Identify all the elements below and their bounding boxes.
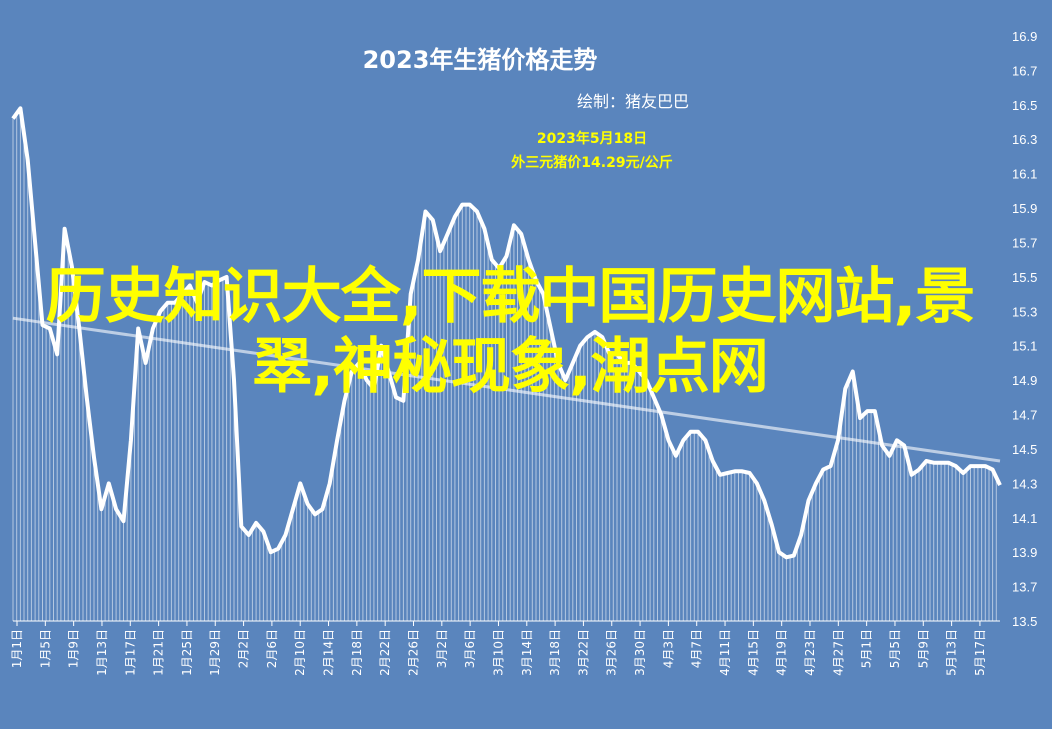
price-series-line	[11, 106, 1002, 560]
x-tick-label: 1月9日	[67, 629, 81, 668]
x-tick-label: 1月17日	[123, 629, 137, 676]
x-tick-label: 3月30日	[633, 629, 647, 676]
x-tick-label: 5月17日	[973, 629, 987, 676]
y-tick-label: 16.9	[1012, 29, 1037, 44]
y-tick-label: 14.1	[1012, 511, 1037, 526]
y-tick-label: 14.9	[1012, 373, 1037, 388]
x-tick-label: 1月1日	[10, 629, 24, 668]
x-tick-label: 2月10日	[293, 629, 307, 676]
x-tick-label: 4月7日	[690, 629, 704, 668]
chart-title: 2023年生猪价格走势	[363, 46, 598, 74]
y-tick-label: 13.7	[1012, 580, 1037, 595]
x-tick-label: 4月27日	[831, 629, 845, 676]
x-tick-label: 2月22日	[378, 629, 392, 676]
watermark-text: 历史知识大全,下载中国历史网站,景翠,神秘现象,潮点网	[45, 262, 976, 402]
x-tick-label: 5月1日	[860, 629, 874, 668]
x-tick-label: 2月18日	[350, 629, 364, 676]
annotation-date: 2023年5月18日	[537, 130, 647, 147]
x-tick-label: 4月11日	[718, 629, 732, 676]
x-axis-ticks: 1月1日 1月5日 1月9日 1月13日 1月17日 1月21日 1月25日 1月29日 2月2…	[10, 621, 987, 676]
x-tick-label: 2月6日	[265, 629, 279, 668]
y-tick-label: 16.7	[1012, 63, 1037, 78]
trend-line	[12, 316, 1001, 463]
x-tick-label: 3月26日	[605, 629, 619, 676]
y-tick-label: 14.5	[1012, 442, 1037, 457]
y-tick-label: 14.7	[1012, 408, 1037, 423]
y-tick-label: 16.1	[1012, 167, 1037, 182]
y-axis-ticks: 13.5 13.7 13.9 14.1 14.3 14.5 14.7 14.9 15.1 15.3…	[1012, 29, 1037, 629]
x-tick-label: 2月26日	[406, 629, 420, 676]
x-tick-label: 4月19日	[775, 629, 789, 676]
x-tick-label: 3月10日	[491, 629, 505, 676]
x-tick-label: 1月13日	[95, 629, 109, 676]
y-tick-label: 16.3	[1012, 132, 1037, 147]
x-tick-label: 1月25日	[180, 629, 194, 676]
x-tick-label: 2月2日	[237, 629, 251, 668]
x-tick-label: 4月15日	[746, 629, 760, 676]
y-tick-label: 15.5	[1012, 270, 1037, 285]
y-tick-label: 15.3	[1012, 304, 1037, 319]
y-tick-label: 13.5	[1012, 614, 1037, 629]
y-tick-label: 15.9	[1012, 201, 1037, 216]
x-tick-label: 3月22日	[576, 629, 590, 676]
x-tick-label: 4月3日	[661, 629, 675, 668]
x-tick-label: 3月14日	[520, 629, 534, 676]
x-tick-label: 3月6日	[463, 629, 477, 668]
y-tick-label: 13.9	[1012, 545, 1037, 560]
x-tick-label: 5月9日	[916, 629, 930, 668]
x-tick-label: 5月5日	[888, 629, 902, 668]
y-tick-label: 16.5	[1012, 98, 1037, 113]
x-tick-label: 3月18日	[548, 629, 562, 676]
y-tick-label: 15.1	[1012, 339, 1037, 354]
x-tick-label: 5月13日	[945, 629, 959, 676]
y-tick-label: 15.7	[1012, 236, 1037, 251]
x-tick-label: 2月14日	[322, 629, 336, 676]
x-tick-label: 1月29日	[208, 629, 222, 676]
area-hatch	[12, 108, 997, 621]
x-tick-label: 1月21日	[152, 629, 166, 676]
y-tick-label: 14.3	[1012, 476, 1037, 491]
annotation-price: 外三元猪价14.29元/公斤	[511, 154, 672, 171]
chart-credit: 绘制：猪友巴巴	[577, 92, 689, 111]
x-tick-label: 3月2日	[435, 629, 449, 668]
x-tick-label: 4月23日	[803, 629, 817, 676]
x-tick-label: 1月5日	[38, 629, 52, 668]
